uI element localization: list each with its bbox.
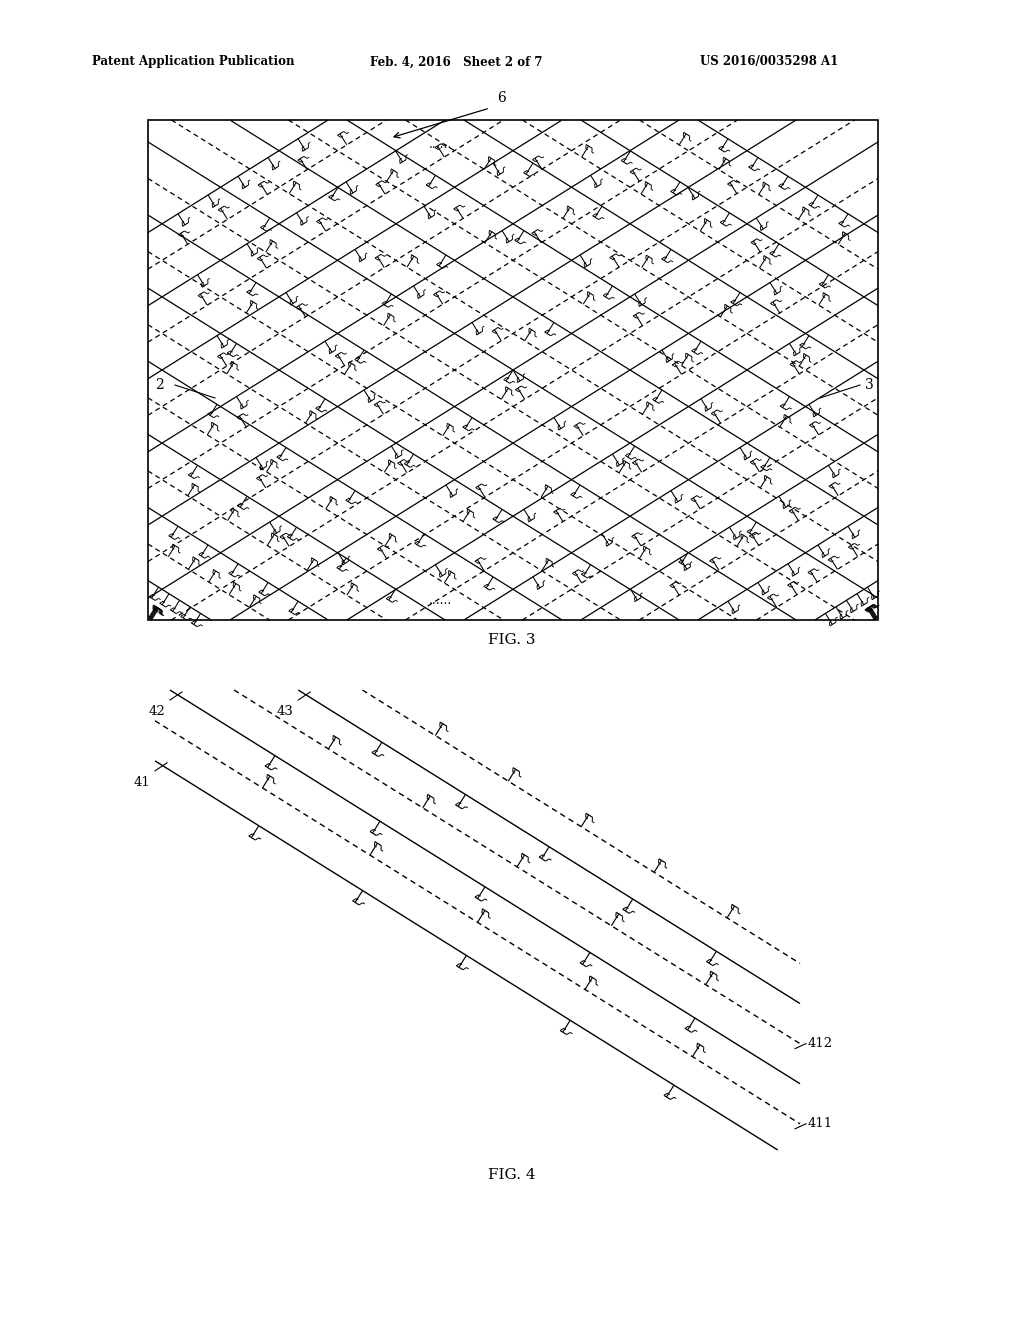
Text: 2: 2 [155,378,164,392]
Text: ......: ...... [428,594,452,606]
Text: ......: ...... [428,139,452,152]
Text: 411: 411 [808,1117,834,1130]
Text: FIG. 4: FIG. 4 [488,1168,536,1181]
Text: 6: 6 [498,91,507,106]
Text: 42: 42 [148,705,165,718]
Text: 412: 412 [808,1038,834,1051]
Text: Patent Application Publication: Patent Application Publication [92,55,295,69]
Text: Feb. 4, 2016   Sheet 2 of 7: Feb. 4, 2016 Sheet 2 of 7 [370,55,543,69]
Text: FIG. 3: FIG. 3 [488,634,536,647]
Bar [148,120,878,620]
Text: 41: 41 [133,776,150,789]
Text: 3: 3 [865,378,873,392]
Text: US 2016/0035298 A1: US 2016/0035298 A1 [700,55,839,69]
Text: 43: 43 [276,705,293,718]
